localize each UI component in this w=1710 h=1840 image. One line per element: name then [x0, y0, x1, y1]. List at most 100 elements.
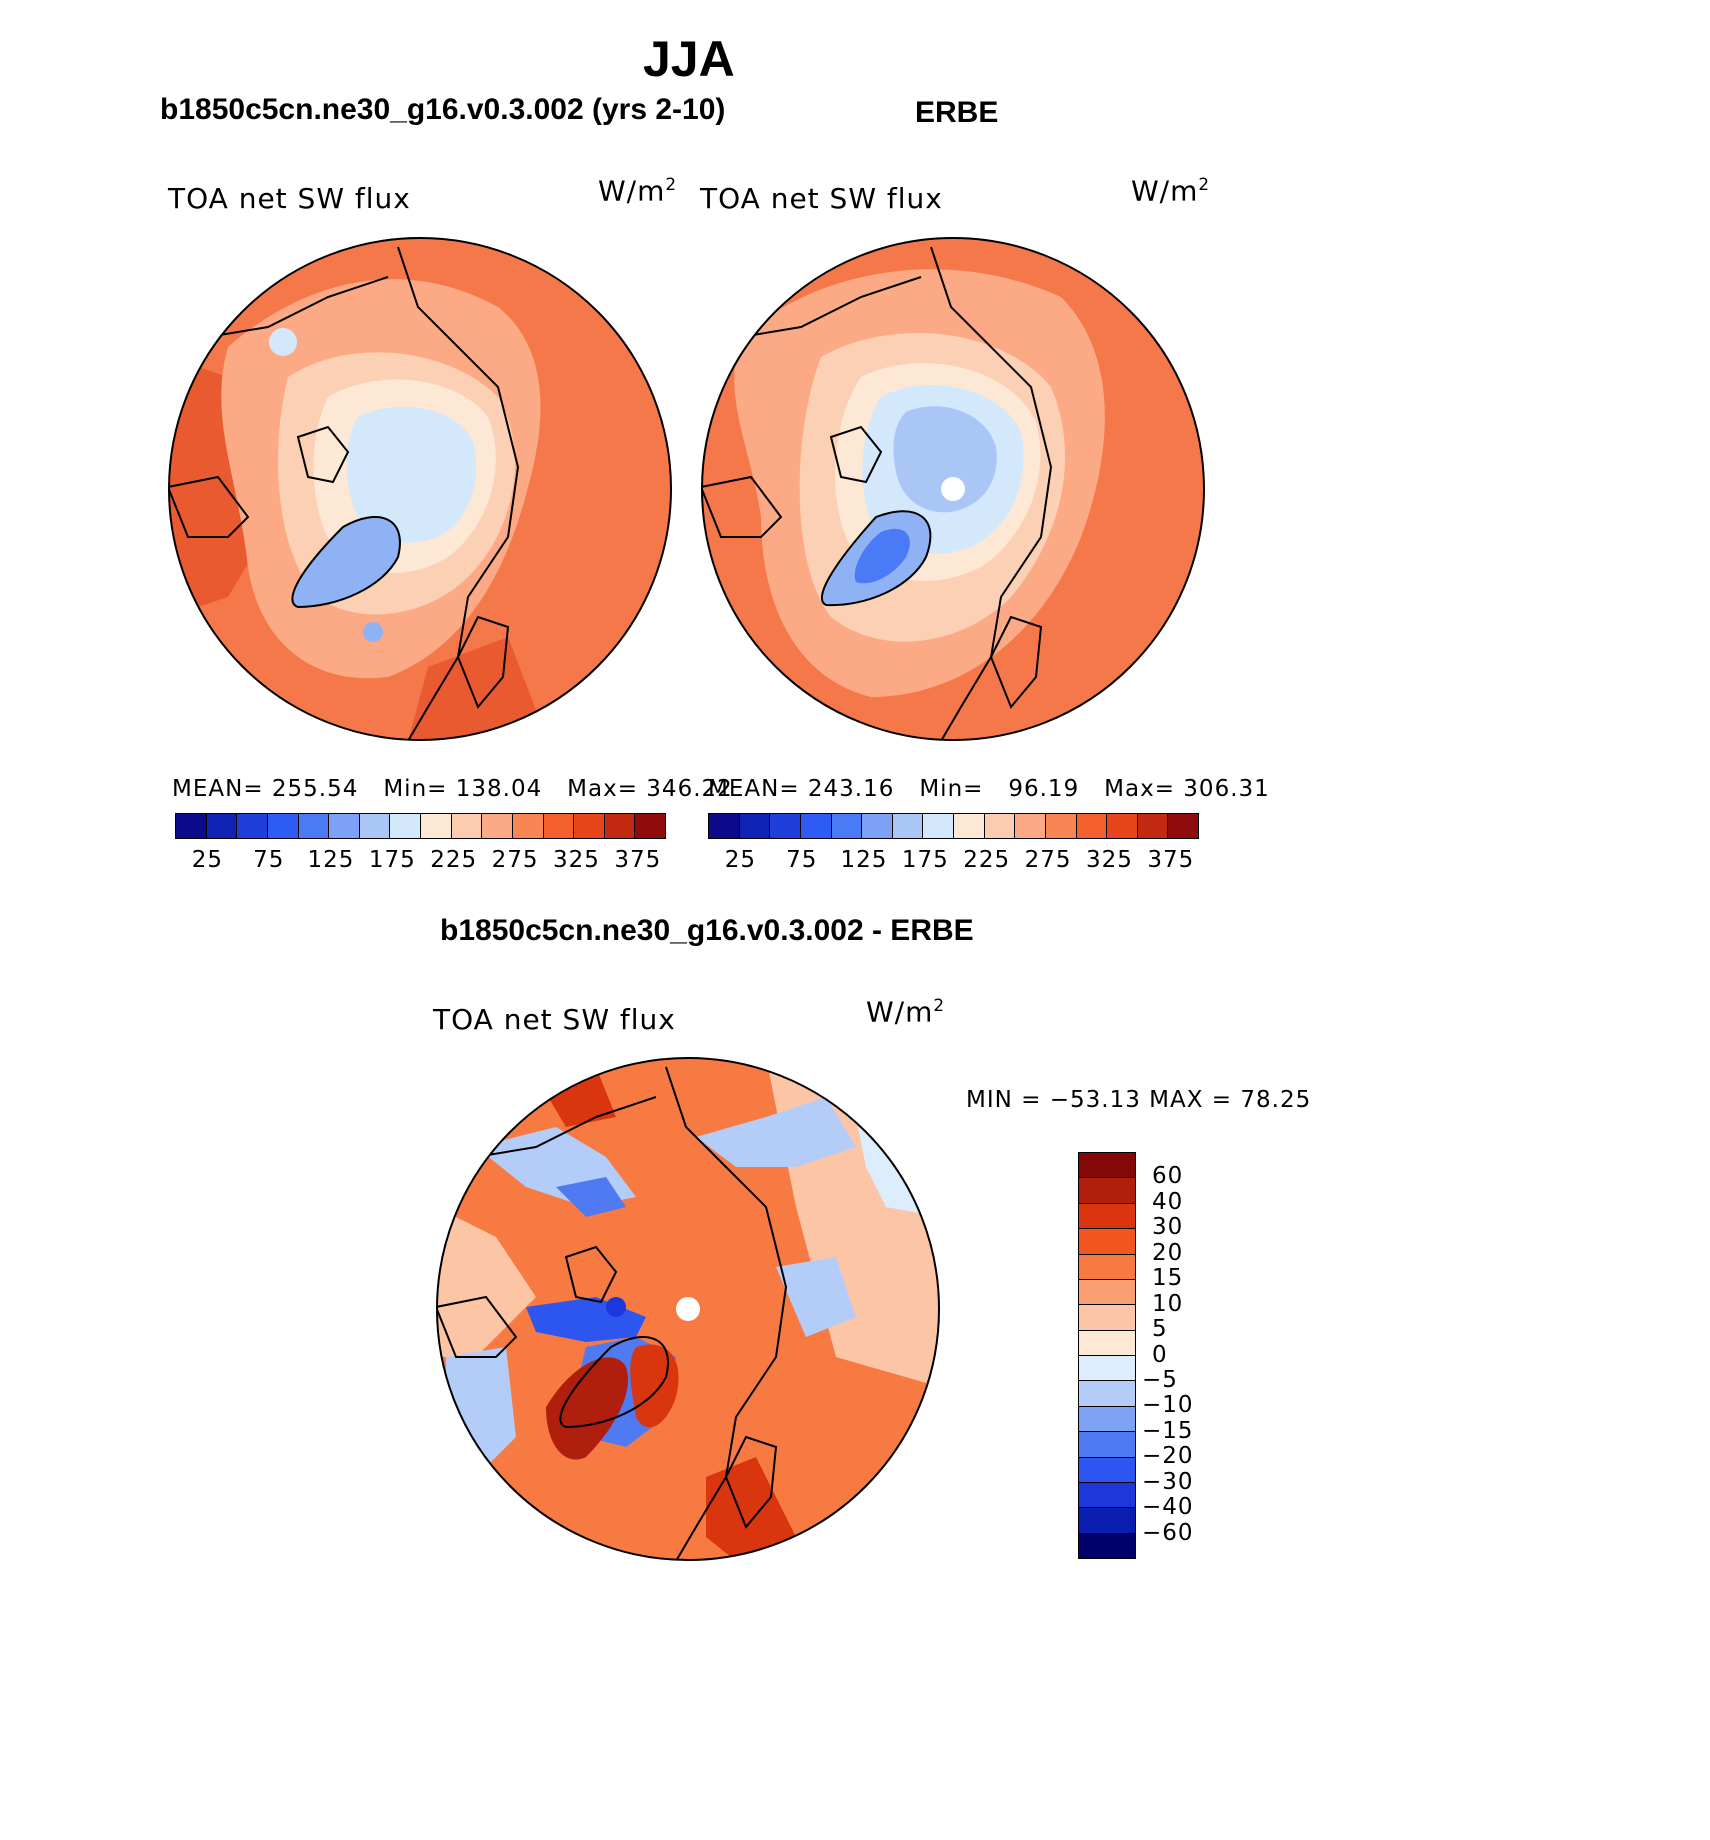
- coastline: [456, 615, 510, 709]
- colorbar-segment: [206, 814, 238, 838]
- min-label: Min=: [383, 776, 448, 802]
- diff-field-pale-blue: [696, 1097, 856, 1167]
- difference-title: b1850c5cn.ne30_g16.v0.3.002 - ERBE: [440, 914, 974, 947]
- colorbar-tick-label: 60: [1152, 1163, 1184, 1190]
- colorbar-tick-label: −10: [1142, 1392, 1194, 1419]
- colorbar-segment: [1079, 1153, 1135, 1178]
- panel-2-title: ERBE: [915, 96, 999, 129]
- colorbar-tick-label: 175: [901, 847, 949, 873]
- colorbar-segment: [1079, 1253, 1135, 1279]
- difference-variable-label: TOA net SW flux: [433, 1003, 676, 1036]
- polar-map-difference: [436, 1057, 940, 1561]
- map-field-deep-blue: [854, 528, 910, 584]
- coastline: [930, 246, 1053, 740]
- units-base: W/m: [598, 174, 666, 208]
- colorbar-tick-label: 325: [552, 847, 600, 873]
- colorbar-tick-label: 375: [1147, 847, 1195, 873]
- colorbar-segment: [1079, 1329, 1135, 1355]
- map-border: [701, 237, 1205, 741]
- colorbar-segment: [1079, 1481, 1135, 1508]
- coastline: [665, 1066, 788, 1560]
- colorbar-tick-label: 175: [368, 847, 416, 873]
- max-label: Max=: [1104, 776, 1175, 802]
- colorbar-segment: [1079, 1304, 1135, 1330]
- colorbar-tick-label: 275: [491, 847, 539, 873]
- colorbar-tick-label: −15: [1142, 1417, 1194, 1444]
- colorbar-tick-label: 5: [1152, 1316, 1168, 1343]
- coastline: [820, 510, 932, 607]
- polar-map-model: [168, 237, 672, 741]
- coastline: [169, 475, 250, 538]
- coastline: [397, 246, 520, 740]
- max-value: 346.22: [646, 776, 733, 802]
- colorbar-segment: [1168, 814, 1198, 838]
- coastline: [296, 425, 350, 484]
- colorbar-segment: [862, 814, 893, 838]
- colorbar-tick-label: 275: [1024, 847, 1072, 873]
- mean-label: MEAN=: [708, 776, 800, 802]
- colorbar-segment: [635, 814, 665, 838]
- map-field-deep: [408, 637, 548, 740]
- colorbar-segment: [1079, 1380, 1135, 1406]
- colorbar-tick-label: 75: [786, 847, 818, 873]
- colorbar-segment: [574, 814, 605, 838]
- units-exponent: 2: [1198, 174, 1211, 194]
- colorbar-segment: [770, 814, 801, 838]
- colorbar-segment: [329, 814, 360, 838]
- colorbar-tick-label: 125: [840, 847, 888, 873]
- polar-map-erbe: [701, 237, 1205, 741]
- max-value: 306.31: [1183, 776, 1270, 802]
- colorbar-tick-label: 75: [253, 847, 285, 873]
- coastline: [740, 276, 922, 338]
- map-border: [168, 237, 672, 741]
- max-label: Max=: [567, 776, 638, 802]
- panel-2-units-label: W/m2: [1131, 174, 1210, 207]
- diff-field-pale-blue: [776, 1257, 856, 1337]
- map-field-spot: [269, 328, 297, 356]
- colorbar-segment: [1079, 1228, 1135, 1254]
- colorbar-tick-label: 40: [1152, 1188, 1184, 1215]
- colorbar-tick-label: 125: [307, 847, 355, 873]
- panel-1-title: b1850c5cn.ne30_g16.v0.3.002 (yrs 2-10): [160, 93, 726, 126]
- colorbar-tick-label: −20: [1142, 1443, 1194, 1470]
- colorbar-tick-label: −30: [1142, 1468, 1194, 1495]
- colorbar-segment: [1079, 1177, 1135, 1203]
- colorbar-segment: [923, 814, 954, 838]
- map-pole-mask: [941, 477, 965, 501]
- coastline: [724, 1435, 778, 1529]
- colorbar-segment: [831, 814, 863, 838]
- colorbar-tick-label: 10: [1152, 1290, 1184, 1317]
- difference-min-max: MIN = −53.13 MAX = 78.25: [966, 1087, 1312, 1113]
- coastline: [475, 1096, 657, 1158]
- colorbar-segment: [176, 814, 207, 838]
- panel-1-units-label: W/m2: [598, 174, 677, 207]
- colorbar-segment: [451, 814, 483, 838]
- colorbar-segment: [1079, 1532, 1135, 1558]
- colorbar-segment: [237, 814, 268, 838]
- coastline: [559, 1336, 669, 1429]
- colorbar-segment: [954, 814, 985, 838]
- colorbar-segment: [1079, 1405, 1135, 1432]
- colorbar-tick-label: 15: [1152, 1265, 1184, 1292]
- panel-1-variable-label: TOA net SW flux: [168, 182, 411, 215]
- colorbar-segment: [800, 814, 832, 838]
- colorbar-panel-2: [708, 813, 1199, 839]
- colorbar-panel-1: [175, 813, 666, 839]
- map-field-spot: [363, 622, 383, 642]
- units-base: W/m: [866, 995, 934, 1029]
- colorbar-segment: [1079, 1278, 1135, 1305]
- colorbar-tick-label: 20: [1152, 1239, 1184, 1266]
- min-value: 96.19: [1008, 776, 1080, 802]
- colorbar-segment: [390, 814, 421, 838]
- units-base: W/m: [1131, 174, 1199, 208]
- coastline: [989, 615, 1043, 709]
- colorbar-segment: [1015, 814, 1046, 838]
- map-border: [436, 1057, 940, 1561]
- colorbar-tick-label: 225: [963, 847, 1011, 873]
- colorbar-segment: [1079, 1202, 1135, 1229]
- panel-2-variable-label: TOA net SW flux: [700, 182, 943, 215]
- colorbar-segment: [709, 814, 740, 838]
- colorbar-segment: [1076, 814, 1108, 838]
- colorbar-segment: [512, 814, 544, 838]
- colorbar-segment: [604, 814, 636, 838]
